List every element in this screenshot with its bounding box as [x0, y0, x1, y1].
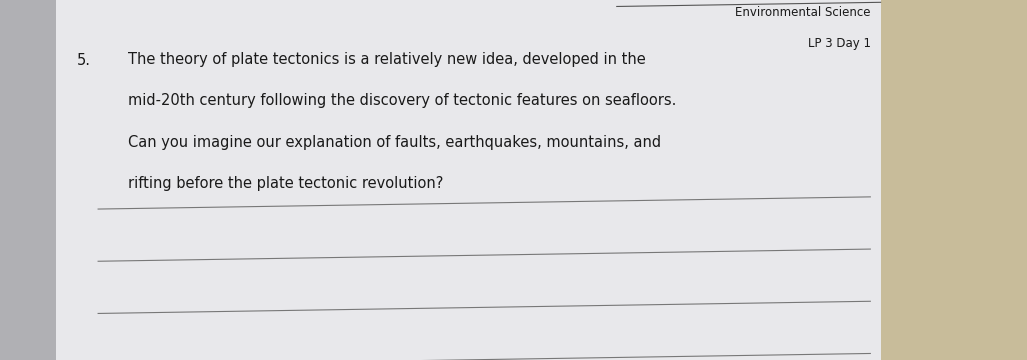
Text: Can you imagine our explanation of faults, earthquakes, mountains, and: Can you imagine our explanation of fault…: [128, 135, 661, 150]
Text: mid-20th century following the discovery of tectonic features on seafloors.: mid-20th century following the discovery…: [128, 93, 677, 108]
Text: rifting before the plate tectonic revolution?: rifting before the plate tectonic revolu…: [128, 176, 444, 191]
Text: LP 3 Day 1: LP 3 Day 1: [808, 37, 871, 50]
Polygon shape: [0, 0, 881, 360]
Text: 5.: 5.: [77, 53, 91, 68]
Text: The theory of plate tectonics is a relatively new idea, developed in the: The theory of plate tectonics is a relat…: [128, 52, 646, 67]
Polygon shape: [0, 0, 56, 360]
Text: Environmental Science: Environmental Science: [735, 6, 871, 19]
